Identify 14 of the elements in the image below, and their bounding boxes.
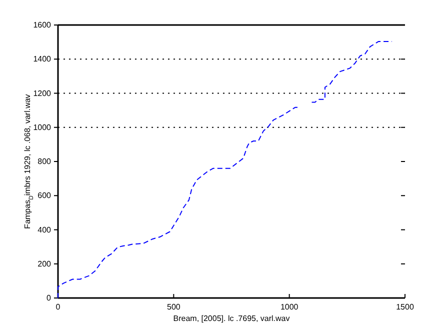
y-tick-label: 800 [38,157,52,166]
x-tick-label: 1000 [280,302,299,312]
y-tick-label: 1200 [33,88,52,98]
y-tick-label: 1000 [33,122,52,132]
x-axis-title: Bream, [2005]. lc .7695, varl.wav [173,314,290,323]
y-tick-label: 600 [38,191,52,200]
y-tick-label: 1400 [33,54,52,64]
x-tick-label: 0 [56,302,61,312]
y-tick-label: 1600 [33,20,52,30]
x-tick-label: 1500 [396,302,414,312]
y-tick-label: 0 [46,294,52,303]
y-tick-label: 400 [38,225,52,234]
y-tick-label: 200 [38,259,52,268]
x-tick-label: 500 [166,302,181,312]
